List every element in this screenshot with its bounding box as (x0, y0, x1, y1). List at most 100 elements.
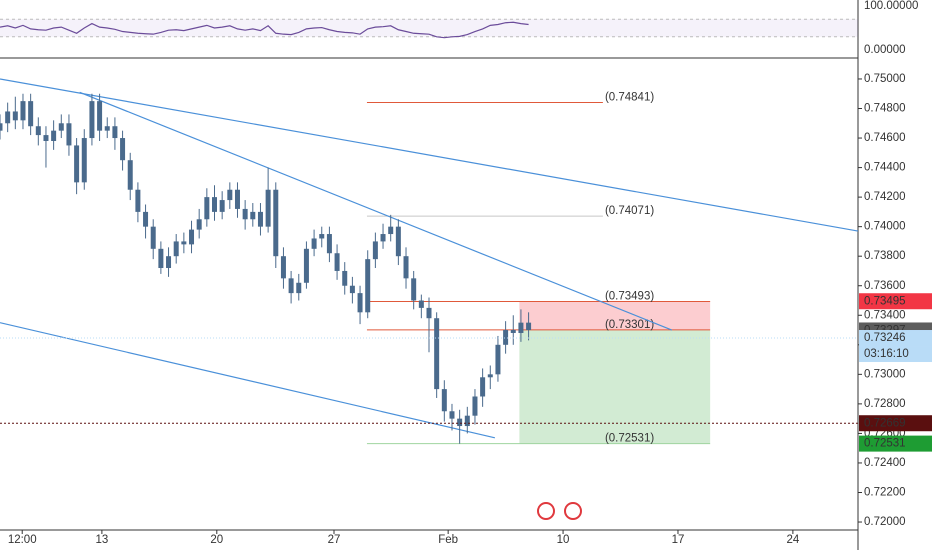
y-tick-label: 0.74000 (864, 221, 906, 233)
countdown-badge (859, 346, 932, 363)
candle-body (434, 318, 440, 390)
x-tick-label: 10 (557, 534, 570, 546)
candle-body (20, 101, 26, 121)
target-zone (519, 329, 711, 444)
candle-body (472, 396, 478, 416)
rsi-line (0, 21, 529, 39)
candle-body (357, 293, 363, 313)
y-tick-label: 0.73800 (864, 250, 906, 262)
candle-body (0, 123, 3, 131)
candle-body (212, 197, 217, 212)
level-label: (0.72531) (605, 433, 654, 445)
candle-body (219, 200, 225, 212)
y-tick-label: 0.73000 (864, 368, 906, 380)
candle-body (81, 138, 87, 183)
candle-body (365, 259, 371, 313)
candle-body (127, 160, 133, 190)
countdown: 03:16:10 (864, 348, 909, 360)
candle-body (97, 101, 103, 131)
candle-body (5, 111, 11, 124)
level-label: (0.73301) (605, 319, 654, 331)
candle-body (449, 411, 455, 419)
candle-body (319, 234, 325, 239)
y-tick-label: 0.75000 (864, 73, 906, 85)
price-badge-label: 0.73246 (864, 332, 906, 344)
candle-body (518, 322, 524, 333)
event-icon[interactable] (537, 502, 582, 520)
candle-body (143, 211, 149, 227)
candle-body (510, 330, 516, 333)
rsi-tick-label: 100.00000 (864, 0, 918, 12)
candle-body (349, 285, 355, 294)
price-badge-label: 0.72669 (864, 417, 906, 429)
y-tick-label: 0.73600 (864, 280, 906, 292)
candle-body (426, 307, 432, 319)
candle-body (120, 138, 126, 161)
y-tick-label: 0.72800 (864, 398, 906, 410)
candle-body (280, 256, 286, 279)
x-tick-label: 20 (210, 534, 223, 546)
candle-body (273, 189, 279, 257)
y-tick-label: 0.74800 (864, 103, 906, 115)
candle-body (181, 241, 187, 245)
x-tick-label: 24 (786, 534, 799, 546)
candle-body (388, 226, 394, 235)
stop-zone (519, 301, 711, 330)
candle-body (503, 330, 509, 345)
candle-body (403, 256, 409, 279)
candle-body (250, 211, 256, 220)
candle-body (28, 101, 34, 127)
candle-body (135, 189, 141, 212)
candle-body (411, 278, 417, 301)
x-tick-label: 12:00 (8, 534, 37, 546)
y-tick-label: 0.72000 (864, 516, 906, 528)
candle-body (418, 300, 424, 308)
candle-body (257, 211, 263, 227)
trendline (79, 91, 673, 331)
price-badge (859, 435, 932, 452)
candle-body (51, 130, 57, 141)
y-tick-label: 0.74600 (864, 132, 906, 144)
x-tick-label: 17 (672, 534, 685, 546)
candle-body (265, 189, 271, 227)
y-tick-label: 0.74200 (864, 191, 906, 203)
y-tick-label: 0.72200 (864, 487, 906, 499)
event-circle (564, 502, 582, 520)
candle-body (311, 238, 317, 249)
level-label: (0.73493) (605, 291, 654, 303)
candle-body (487, 374, 493, 378)
rsi-tick-label: 0.00000 (864, 44, 906, 56)
candle-body (441, 389, 447, 412)
candle-body (288, 278, 294, 294)
candle-body (104, 126, 110, 131)
event-circle (537, 502, 555, 520)
candle-body (196, 219, 202, 230)
candle-body (234, 189, 240, 209)
candle-body (43, 135, 49, 141)
candle-body (150, 226, 156, 249)
candle-body (242, 208, 248, 220)
y-tick-label: 0.73400 (864, 309, 906, 321)
x-tick-label: 13 (95, 534, 108, 546)
trendline (0, 78, 859, 232)
price-badge (859, 415, 932, 432)
candle-body (66, 123, 72, 146)
candle-body (380, 234, 386, 242)
candle-body (495, 344, 501, 375)
level-label: (0.74841) (605, 91, 654, 103)
candle-body (342, 270, 348, 286)
level-label: (0.74071) (605, 205, 654, 217)
candle-body (12, 111, 18, 121)
candle-body (457, 418, 463, 427)
candle-body (158, 248, 164, 269)
x-tick-label: Feb (438, 534, 458, 546)
candle-body (395, 226, 401, 257)
rsi-band (0, 19, 858, 37)
candle-body (89, 101, 95, 139)
candle-body (112, 126, 118, 139)
price-badge (859, 293, 932, 310)
y-tick-label: 0.74400 (864, 162, 906, 174)
candle-body (372, 241, 378, 260)
